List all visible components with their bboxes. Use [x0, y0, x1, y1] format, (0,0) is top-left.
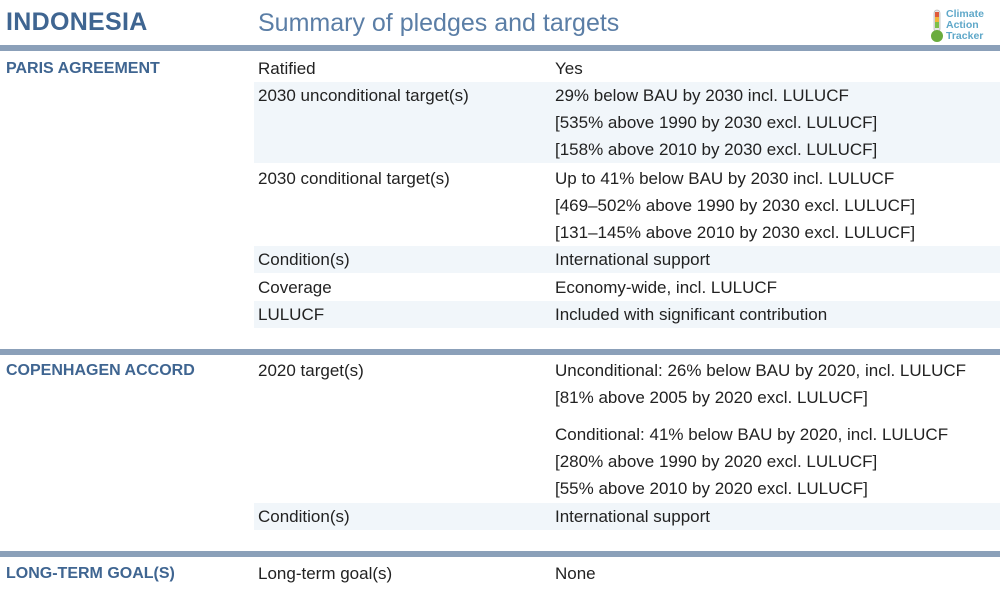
row-value: Economy-wide, incl. LULUCF — [555, 278, 778, 297]
table-row: LULUCF Included with significant contrib… — [254, 301, 1000, 328]
row-value: [280% above 1990 by 2020 excl. LULUCF] — [555, 452, 878, 471]
section-divider — [0, 45, 1000, 51]
row-label: Ratified — [258, 59, 316, 78]
row-label: 2030 conditional target(s) — [258, 169, 450, 188]
row-value: None — [555, 564, 596, 583]
row-label: Long-term goal(s) — [258, 564, 393, 583]
table-row: 2020 target(s) Unconditional: 26% below … — [254, 357, 1000, 502]
table-row: 2030 conditional target(s) Up to 41% bel… — [254, 165, 1000, 246]
section-divider — [0, 551, 1000, 557]
row-value: 29% below BAU by 2030 incl. LULUCF — [555, 86, 849, 105]
row-value: International support — [555, 507, 710, 526]
section-title-copenhagen: COPENHAGEN ACCORD — [6, 362, 195, 379]
logo-line-2: Action — [946, 19, 979, 31]
row-label: 2020 target(s) — [258, 361, 364, 380]
page-subtitle: Summary of pledges and targets — [258, 9, 620, 37]
section-divider — [0, 349, 1000, 355]
row-label: Condition(s) — [258, 507, 350, 526]
row-value: [55% above 2010 by 2020 excl. LULUCF] — [555, 479, 868, 498]
row-value: [131–145% above 2010 by 2030 excl. LULUC… — [555, 223, 916, 242]
row-value: [81% above 2005 by 2020 excl. LULUCF] — [555, 388, 868, 407]
row-value: [158% above 2010 by 2030 excl. LULUCF] — [555, 140, 878, 159]
section-title-paris: PARIS AGREEMENT — [6, 60, 160, 77]
row-value: [535% above 1990 by 2030 excl. LULUCF] — [555, 113, 878, 132]
row-label: LULUCF — [258, 305, 325, 324]
country-title: INDONESIA — [6, 8, 148, 36]
section-title-long-term: LONG-TERM GOAL(S) — [6, 565, 175, 582]
table-row: Ratified Yes — [254, 55, 1000, 82]
row-value: International support — [555, 250, 710, 269]
thermometer-icon — [931, 9, 943, 42]
row-value: Included with significant contribution — [555, 305, 828, 324]
table-row: Condition(s) International support — [254, 246, 1000, 273]
row-label: Condition(s) — [258, 250, 350, 269]
row-value: Unconditional: 26% below BAU by 2020, in… — [555, 361, 967, 380]
row-value: Conditional: 41% below BAU by 2020, incl… — [555, 425, 949, 444]
row-label: Coverage — [258, 278, 332, 297]
row-value: Up to 41% below BAU by 2030 incl. LULUCF — [555, 169, 895, 188]
logo-line-1: Climate — [946, 8, 984, 20]
table-row: 2030 unconditional target(s) 29% below B… — [254, 82, 1000, 163]
row-value: Yes — [555, 59, 583, 78]
climate-action-tracker-logo: Climate Action Tracker — [930, 9, 1000, 43]
row-label: 2030 unconditional target(s) — [258, 86, 469, 105]
row-value: [469–502% above 1990 by 2030 excl. LULUC… — [555, 196, 916, 215]
table-row: Condition(s) International support — [254, 503, 1000, 530]
table-row: Coverage Economy-wide, incl. LULUCF — [254, 274, 1000, 301]
table-row: Long-term goal(s) None — [254, 560, 1000, 587]
logo-line-3: Tracker — [946, 30, 984, 42]
